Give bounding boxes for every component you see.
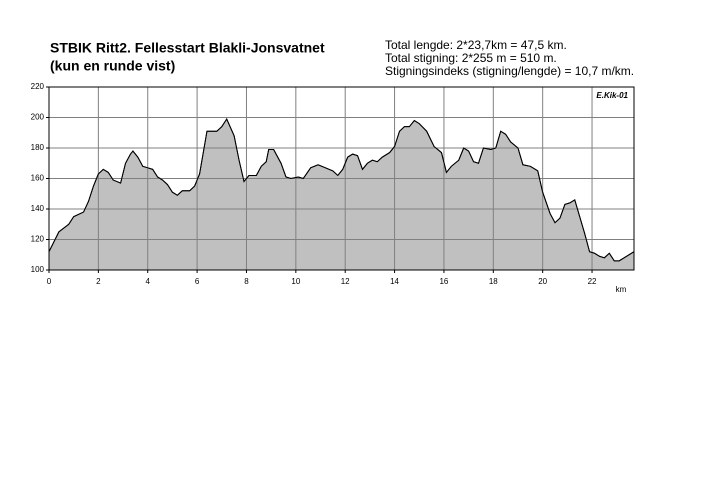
area (49, 119, 634, 271)
y-tick-label: 180 (31, 143, 45, 152)
y-tick-label: 100 (31, 265, 45, 274)
y-tick-label: 160 (31, 174, 45, 183)
x-tick-label: 8 (244, 277, 249, 286)
x-axis-label: km (616, 285, 627, 294)
x-tick-label: 10 (291, 277, 300, 286)
chart-title: STBIK Ritt2. Fellesstart Blakli-Jonsvatn… (50, 40, 325, 56)
plot-frame (48, 86, 635, 271)
note: Total stigning: 2*255 m = 510 m. (385, 51, 557, 65)
note: Total lengde: 2*23,7km = 47,5 km. (385, 38, 567, 52)
note: Stigningsindeks (stigning/lengde) = 10,7… (385, 64, 634, 78)
x-tick-label: 4 (146, 277, 151, 286)
chart-subtitle: (kun en runde vist) (50, 58, 175, 74)
x-tick-label: 18 (489, 277, 498, 286)
x-tick-label: 22 (588, 277, 597, 286)
annotation: E.Kik-01 (596, 91, 628, 100)
x-tick-label: 2 (96, 277, 101, 286)
x-tick-label: 14 (390, 277, 399, 286)
x-tick-label: 20 (538, 277, 547, 286)
x-tick-label: 12 (341, 277, 350, 286)
x-tick-label: 6 (195, 277, 200, 286)
y-tick-label: 220 (31, 82, 45, 91)
y-tick-label: 120 (31, 235, 45, 244)
x-tick-label: 16 (439, 277, 448, 286)
y-tick-label: 200 (31, 113, 45, 122)
x-tick-label: 0 (47, 277, 52, 286)
y-tick-label: 140 (31, 204, 45, 213)
line (48, 117, 635, 262)
